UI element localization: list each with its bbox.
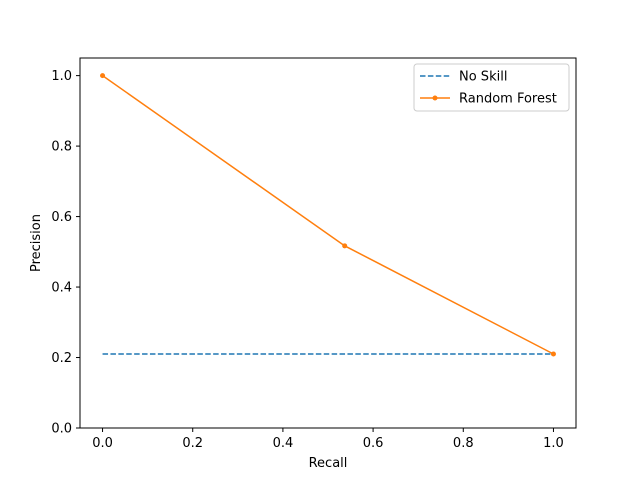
axes-layer: [79, 57, 577, 429]
legend-label-0: No Skill: [459, 70, 507, 85]
x-tick-label-1: 0.2: [182, 436, 203, 451]
y-tick-label-1: 0.2: [51, 351, 72, 366]
y-tick-label-2: 0.4: [51, 281, 72, 296]
x-tick-label-0: 0.0: [92, 436, 113, 451]
series-point-1-1: [342, 243, 348, 249]
legend-marker-1: [432, 95, 438, 101]
series-point-1-0: [100, 73, 106, 79]
x-tick-label-3: 0.6: [363, 436, 384, 451]
y-tick-label-5: 1.0: [51, 69, 72, 84]
x-tick-label-2: 0.4: [273, 436, 294, 451]
y-tick-label-4: 0.8: [51, 140, 72, 155]
legend-box: [413, 63, 570, 112]
y-axis-label: Precision: [29, 214, 44, 272]
x-axis-label: Recall: [309, 456, 348, 471]
y-tick-label-3: 0.6: [51, 210, 72, 225]
series-point-1-2: [550, 351, 556, 357]
legend: No Skill Random Forest: [413, 63, 570, 112]
ticks-layer: 0.0 0.2 0.4 0.6 0.8 1.0 0.0 0.2 0.4 0.6 0.8 1.0: [51, 69, 563, 451]
series-layer: [100, 73, 556, 357]
axes-frame: [79, 57, 577, 429]
x-tick-label-4: 0.8: [453, 436, 474, 451]
legend-label-1: Random Forest: [459, 92, 557, 107]
plot-area: [80, 58, 576, 428]
y-tick-label-0: 0.0: [51, 422, 72, 437]
x-tick-label-5: 1.0: [543, 436, 564, 451]
